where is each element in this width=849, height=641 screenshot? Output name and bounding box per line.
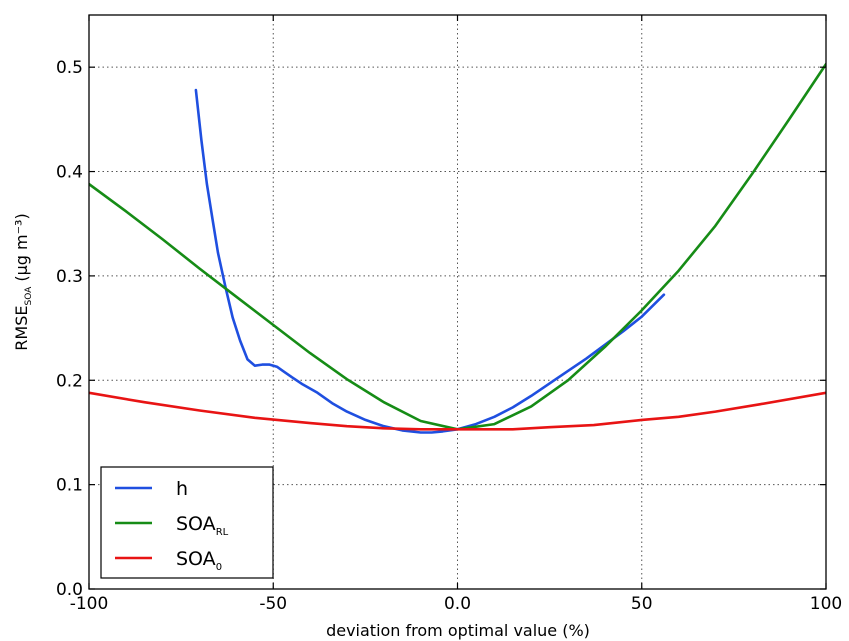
legend-label: SOARL (176, 513, 229, 538)
x-tick-label: 100 (810, 594, 842, 614)
tick-layer: -100 -50 0.0 50 100 0.0 0.1 0.2 0.3 0.4 0.5 (56, 15, 842, 614)
y-axis-label-sub: SOA (24, 286, 34, 306)
series-line-h (194, 88, 666, 434)
legend-items: h SOARL SOA0 (115, 478, 229, 573)
y-axis-label: RMSESOA (μg m⁻³) (12, 213, 34, 350)
y-tick-label: 0.1 (56, 476, 83, 496)
x-tick-label: 0.0 (444, 594, 471, 614)
y-tick-label: 0.2 (56, 371, 83, 391)
legend-label: h (176, 478, 188, 500)
legend-label: SOA0 (176, 548, 222, 573)
y-tick-label: 0.4 (56, 163, 83, 183)
y-tick-label: 0.5 (56, 58, 83, 78)
series-layer (89, 62, 826, 434)
y-axis-label-main: RMSE (12, 306, 31, 351)
y-tick-label: 0.3 (56, 267, 83, 287)
x-tick-label: -50 (259, 594, 287, 614)
series-line-soa-0 (89, 391, 826, 431)
legend: h SOARL SOA0 (100, 466, 274, 579)
y-axis-label-rest: (μg m⁻³) (12, 213, 31, 286)
x-tick-label: -100 (70, 594, 109, 614)
x-axis-label: deviation from optimal value (%) (326, 621, 590, 640)
y-tick-label: 0.0 (56, 580, 83, 600)
x-tick-label: 50 (631, 594, 653, 614)
